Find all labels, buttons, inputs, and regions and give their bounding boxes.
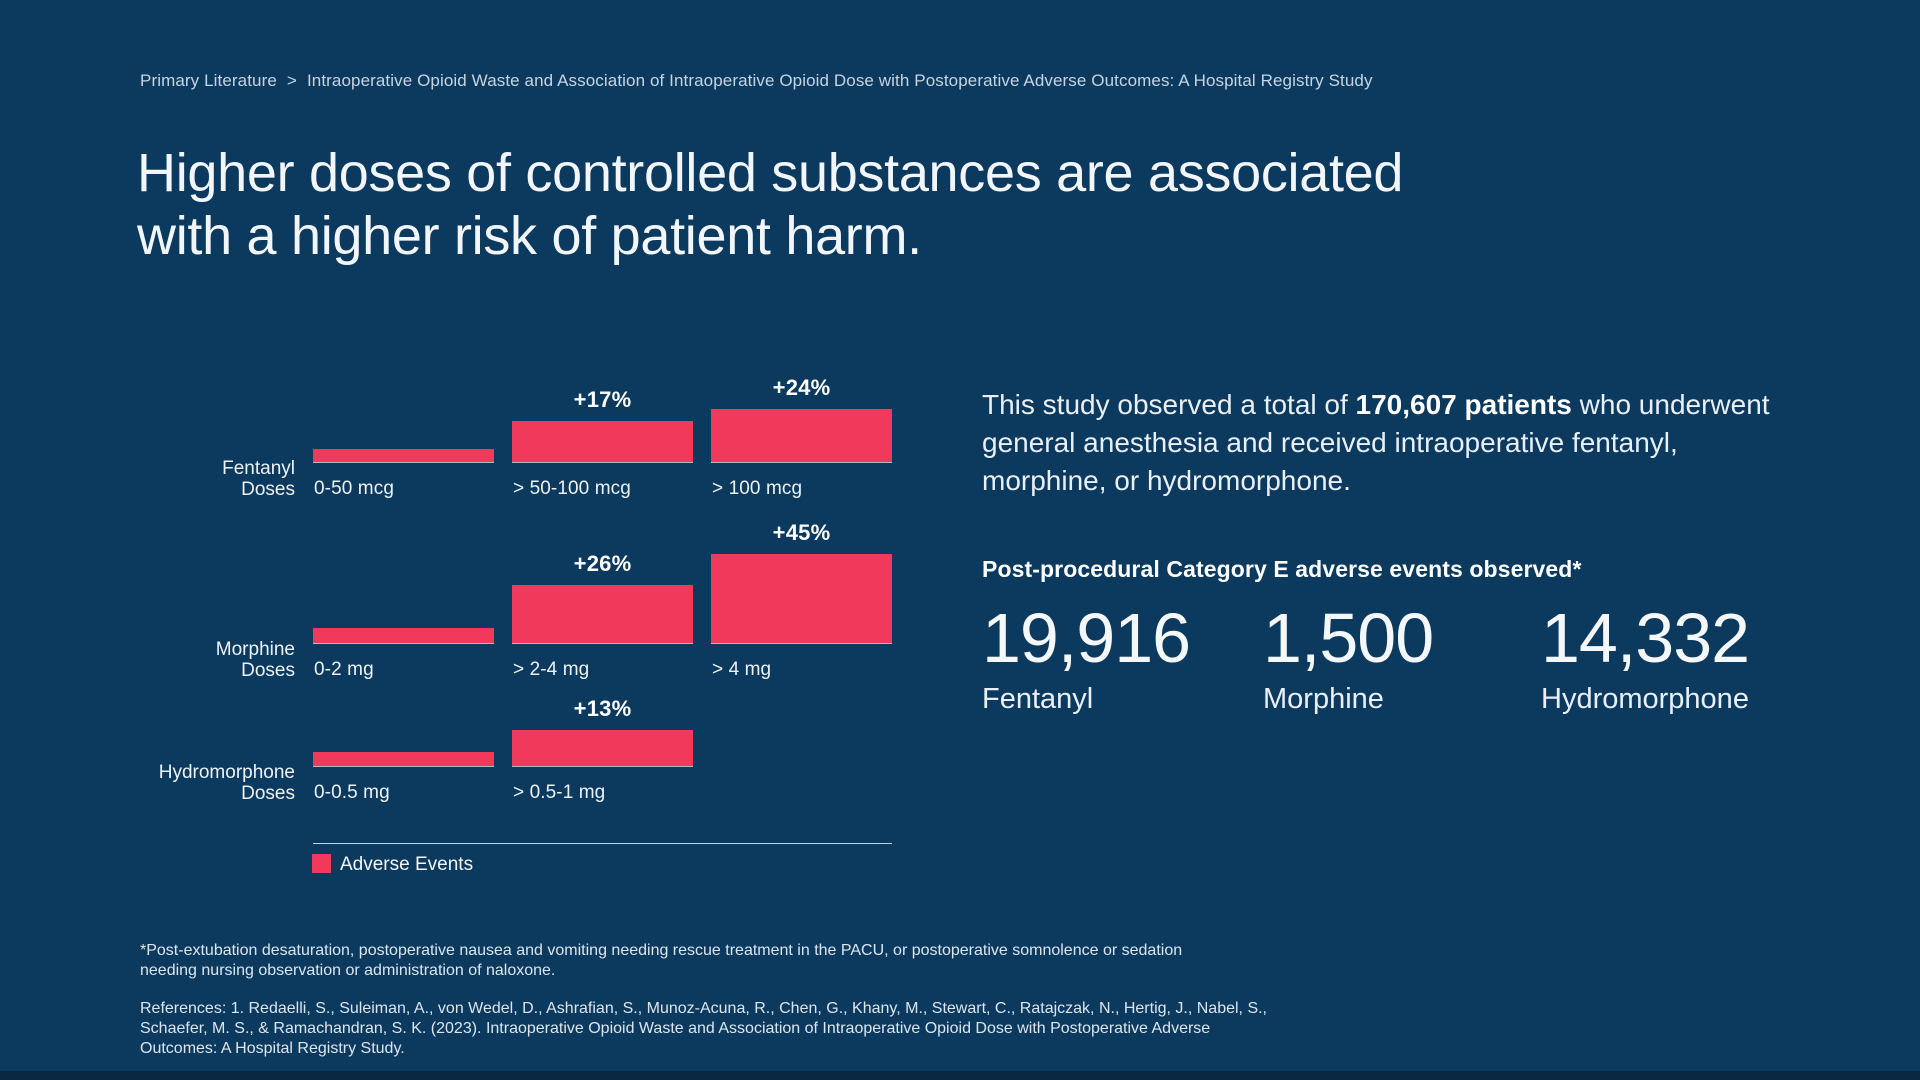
stat-morphine-label: Morphine [1263, 683, 1384, 715]
bar-dose-label: > 100 mcg [712, 478, 803, 499]
summary-suffix: who underwent general anesthesia and rec… [982, 389, 1770, 496]
bar [512, 421, 693, 462]
bar-dose-label: > 4 mg [712, 659, 772, 680]
bar-dose-label: > 50-100 mcg [513, 478, 631, 499]
stat-fentanyl: 19,916 Fentanyl [982, 599, 1191, 716]
bar-dose-label: 0-0.5 mg [314, 782, 390, 803]
stat-hydromorphone: 14,332 Hydromorphone [1541, 599, 1750, 716]
legend-label: Adverse Events [340, 854, 474, 875]
stat-morphine-value: 1,500 [1263, 599, 1434, 677]
breadcrumb-page-title: Intraoperative Opioid Waste and Associat… [306, 71, 1373, 90]
stat-fentanyl-label: Fentanyl [982, 683, 1094, 715]
chart-group-label: Hydromorphone Doses [158, 762, 295, 804]
stats-heading: Post-procedural Category E adverse event… [982, 556, 1582, 582]
bar-pct-label: +26% [573, 551, 632, 576]
chart-group-label: Fentanyl Doses [222, 458, 295, 500]
stat-morphine: 1,500 Morphine [1263, 599, 1434, 716]
bar-dose-label: 0-50 mcg [314, 478, 395, 499]
summary-prefix: This study observed a total of [982, 389, 1356, 420]
footnote: *Post-extubation desaturation, postopera… [140, 942, 1183, 979]
page-title: Higher doses of controlled substances ar… [137, 142, 1403, 268]
adverse-events-bar-chart: Adverse Events Fentanyl Doses 0-50 mcg +17%… [150, 375, 940, 895]
bar [313, 752, 494, 766]
chart-baseline-rule [313, 843, 892, 844]
bar-pct-label: +24% [772, 375, 831, 400]
stat-fentanyl-value: 19,916 [982, 599, 1191, 677]
bottom-edge-bar [0, 1071, 1920, 1080]
bar [512, 730, 693, 766]
summary-highlight: 170,607 patients [1355, 389, 1572, 420]
breadcrumb: Primary Literature > Intraoperative Opioid… [140, 70, 1373, 92]
bar-dose-label: 0-2 mg [314, 659, 374, 680]
breadcrumb-section[interactable]: Primary Literature [140, 71, 277, 90]
stat-hydromorphone-value: 14,332 [1541, 599, 1750, 677]
breadcrumb-separator-icon: > [286, 71, 297, 90]
bar-pct-label: +17% [573, 387, 632, 412]
bar-dose-label: > 0.5-1 mg [513, 782, 606, 803]
stat-hydromorphone-label: Hydromorphone [1541, 683, 1749, 715]
bar [711, 554, 892, 643]
bar [313, 628, 494, 643]
bar-dose-label: > 2-4 mg [513, 659, 590, 680]
bar-pct-label: +45% [772, 520, 831, 545]
stats-row: 19,916 Fentanyl 1,500 Morphine 14,332 Hy… [982, 601, 1802, 731]
bar-pct-label: +13% [573, 696, 632, 721]
page-title-line2: with a higher risk of patient harm. [137, 206, 922, 266]
study-summary: This study observed a total of 170,607 p… [982, 386, 1794, 500]
bar [711, 409, 892, 462]
page-title-line1: Higher doses of controlled substances ar… [137, 143, 1404, 203]
bar [313, 449, 494, 462]
references: References: 1. Redaelli, S., Suleiman, A… [140, 1000, 1267, 1057]
bar [512, 585, 693, 643]
legend-swatch-adverse-events [312, 854, 331, 873]
chart-group-label: Morphine Doses [215, 639, 295, 681]
